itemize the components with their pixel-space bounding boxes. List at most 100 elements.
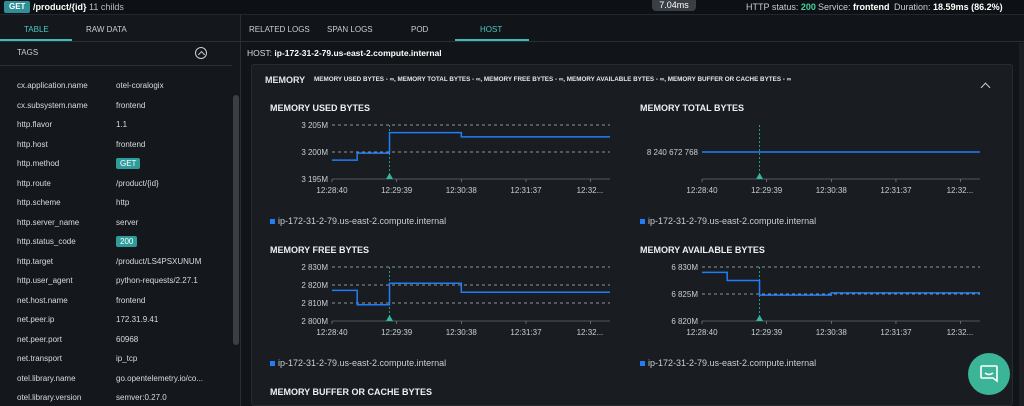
scrollbar[interactable]: [1019, 43, 1024, 406]
y-tick-label: 3 200M: [301, 148, 328, 157]
tab-raw-data[interactable]: RAW DATA: [86, 25, 127, 34]
legend-memory-total: ip-172-31-2-79.us-east-2.compute.interna…: [640, 216, 816, 226]
chevron-up-icon[interactable]: [980, 82, 991, 93]
tag-value: server: [116, 217, 139, 227]
tag-key: net.transport: [17, 354, 62, 363]
tag-value-badge: 200: [116, 236, 138, 247]
legend-label: ip-172-31-2-79.us-east-2.compute.interna…: [648, 358, 817, 368]
chat-button[interactable]: [968, 353, 1010, 395]
y-tick-label: 2 800M: [301, 317, 328, 326]
http-status-value: 200: [800, 2, 816, 12]
tag-row[interactable]: http.host frontend: [0, 140, 232, 160]
service-label: Service:: [818, 2, 851, 12]
tag-key: cx.subsystem.name: [17, 100, 88, 110]
span-marker-triangle: [756, 315, 764, 321]
tag-value: otel-coralogix: [116, 81, 164, 90]
x-tick-label: 12:29:39: [751, 328, 783, 337]
http-status-label: HTTP status:: [746, 2, 799, 12]
tag-row[interactable]: net.transport ip_tcp: [0, 354, 232, 374]
x-tick-label: 12:31:37: [510, 186, 542, 195]
tag-row[interactable]: http.scheme http: [0, 198, 232, 218]
x-tick-label: 12:28:40: [686, 328, 718, 337]
legend-memory-free: ip-172-31-2-79.us-east-2.compute.interna…: [270, 358, 446, 368]
series-line: [332, 131, 610, 161]
tag-row[interactable]: http.user_agent python-requests/2.27.1: [0, 276, 232, 296]
host-label: HOST:: [247, 48, 273, 58]
service-value: frontend: [853, 2, 890, 12]
tag-row[interactable]: net.peer.port 60968: [0, 335, 232, 355]
tag-key: otel.library.name: [17, 373, 76, 383]
tag-key: net.host.name: [17, 295, 68, 305]
tag-value: python-requests/2.27.1: [116, 276, 198, 285]
span-marker-triangle: [386, 173, 394, 179]
y-tick-label: 2 820M: [301, 281, 328, 290]
tab-pod[interactable]: POD: [411, 25, 429, 34]
legend-swatch: [270, 219, 275, 224]
tag-value: frontend: [116, 295, 146, 305]
detail-tabs: TABLE RAW DATA: [0, 15, 241, 42]
tab-host[interactable]: HOST: [480, 25, 503, 34]
span-marker-triangle: [386, 315, 394, 321]
childs-count[interactable]: 11 childs: [89, 2, 124, 12]
tab-span-logs[interactable]: SPAN LOGS: [327, 25, 373, 34]
chart-title-memory-free: MEMORY FREE BYTES: [270, 245, 370, 255]
tag-value: 1.1: [116, 120, 128, 129]
tab-related-logs[interactable]: RELATED LOGS: [249, 25, 310, 34]
tag-value: frontend: [116, 139, 146, 149]
tag-value-badge: GET: [116, 158, 141, 169]
active-tab-indicator: [0, 39, 72, 41]
context-tabs: RELATED LOGS SPAN LOGS POD HOST: [241, 15, 1024, 42]
chat-icon: [980, 365, 998, 383]
x-tick-label: 12:30:38: [816, 186, 848, 195]
service: Service: frontend: [818, 2, 890, 12]
tag-value: semver:0.27.0: [116, 393, 167, 402]
tag-row[interactable]: http.method GET: [0, 158, 232, 179]
legend-swatch: [640, 219, 645, 224]
memory-available-chart: 6 830M 6 825M 6 820M 12:28:40 12:29:39 12:30:…: [671, 263, 980, 337]
memory-used-chart: 3 205M 3 200M 3 195M 12:28:40 12:29:39 12:30:…: [301, 121, 610, 195]
series-line: [332, 282, 610, 306]
tag-value: http: [116, 198, 130, 207]
timeline-duration-pill: 7.04ms: [652, 0, 696, 11]
tag-row[interactable]: http.flavor 1.1: [0, 120, 232, 140]
tag-row[interactable]: http.status_code 200: [0, 236, 232, 257]
tag-key: http.route: [17, 178, 51, 188]
x-tick-label: 12:31:37: [880, 328, 912, 337]
tag-key: net.peer.port: [17, 334, 62, 344]
legend-label: ip-172-31-2-79.us-east-2.compute.interna…: [278, 358, 447, 368]
x-tick-label: 12:30:38: [816, 328, 848, 337]
legend-label: ip-172-31-2-79.us-east-2.compute.interna…: [278, 216, 447, 226]
tag-key: cx.application.name: [17, 81, 88, 90]
tag-value: 172.31.9.41: [116, 315, 159, 324]
chart-title-memory-total: MEMORY TOTAL BYTES: [640, 103, 745, 113]
tag-row[interactable]: net.host.name frontend: [0, 296, 232, 316]
tag-row[interactable]: cx.application.name otel-coralogix: [0, 81, 232, 101]
scrollbar[interactable]: [233, 95, 239, 345]
chart-title-memory-buffer: MEMORY BUFFER OR CACHE BYTES: [270, 387, 433, 397]
tag-key: http.scheme: [17, 198, 61, 207]
tab-table[interactable]: TABLE: [24, 25, 49, 34]
y-tick-label: 8 240 672 768: [647, 148, 699, 157]
host-line: HOST: ip-172-31-2-79.us-east-2.compute.i…: [247, 48, 442, 58]
memory-card: MEMORY MEMORY USED BYTES - ∞, MEMORY TOT…: [251, 64, 1013, 406]
x-tick-label: 12:32...: [577, 186, 604, 195]
span-details-panel: TABLE RAW DATA TAGS cx.application.name o…: [0, 15, 241, 406]
tag-row[interactable]: http.route/product/{id}: [0, 179, 232, 199]
x-tick-label: 12:32...: [947, 186, 974, 195]
tag-value: frontend: [116, 100, 146, 110]
tag-row[interactable]: otel.library.version semver:0.27.0: [0, 393, 232, 406]
collapse-tags-icon[interactable]: [195, 47, 207, 59]
tag-row[interactable]: http.target/product/LS4PSXUNUM: [0, 257, 232, 277]
tag-row[interactable]: http.server_name server: [0, 218, 232, 238]
tag-key: http.flavor: [17, 120, 53, 129]
tag-row[interactable]: net.peer.ip 172.31.9.41: [0, 315, 232, 335]
tag-row[interactable]: cx.subsystem.name frontend: [0, 101, 232, 121]
host-value: ip-172-31-2-79.us-east-2.compute.interna…: [274, 48, 442, 58]
tag-row[interactable]: otel.library.name go.opentelemetry.io/co.…: [0, 374, 232, 394]
duration: Duration: 18.59ms (86.2%): [894, 2, 1003, 12]
memory-subtitle: MEMORY USED BYTES - ∞, MEMORY TOTAL BYTE…: [314, 76, 792, 83]
legend-memory-available: ip-172-31-2-79.us-east-2.compute.interna…: [640, 358, 816, 368]
y-tick-label: 3 205M: [301, 121, 328, 130]
legend-swatch: [270, 361, 275, 366]
x-tick-label: 12:32...: [947, 328, 974, 337]
